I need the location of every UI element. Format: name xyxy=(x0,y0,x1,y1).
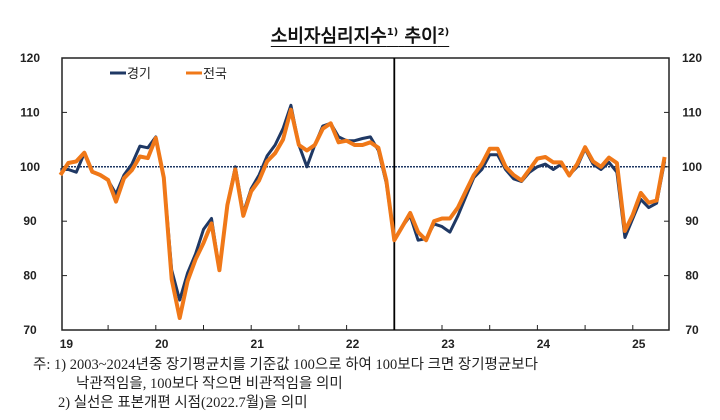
title-text: 소비자심리지수 xyxy=(270,26,387,47)
plot-frame xyxy=(61,57,670,331)
y-tick-label-right: 100 xyxy=(682,160,702,174)
y-tick-label-left: 70 xyxy=(23,323,37,337)
x-tick-label: 24 xyxy=(537,337,551,351)
x-tick-label: 22 xyxy=(346,337,360,351)
y-tick-label-right: 120 xyxy=(682,51,702,65)
y-tick-label-right: 90 xyxy=(685,214,699,228)
series-line-gyeonggi xyxy=(60,103,667,302)
x-tick-label: 19 xyxy=(60,337,74,351)
x-tick-label: 23 xyxy=(441,337,455,351)
footnotes: 주: 1) 2003~2024년중 장기평균치를 기준값 100으로 하여 10… xyxy=(33,356,538,413)
y-tick-label-left: 80 xyxy=(23,269,37,283)
legend-label-national: 전국 xyxy=(203,67,227,82)
x-tick-label: 25 xyxy=(632,337,646,351)
y-tick-label-left: 120 xyxy=(20,51,40,65)
y-tick-label-right: 80 xyxy=(685,269,699,283)
footnote-1: 주: 1) 2003~2024년중 장기평균치를 기준값 100으로 하여 10… xyxy=(33,357,538,373)
x-tick-label: 20 xyxy=(155,337,169,351)
chart-title: 소비자심리지수1) 추이2) xyxy=(0,22,720,48)
title-suffix: 추이 xyxy=(404,26,438,47)
y-tick-label-left: 100 xyxy=(20,160,40,174)
legend-label-gyeonggi: 경기 xyxy=(127,67,151,82)
footnote-1-cont: 낙관적임을, 100보다 작으면 비관적임을 의미 xyxy=(76,376,343,392)
legend: 경기 전국 xyxy=(110,67,227,82)
title-footnote-2: 2) xyxy=(437,27,450,38)
footnote-2: 2) 실선은 표본개편 시점(2022.7월)을 의미 xyxy=(58,395,308,411)
y-tick-label-right: 70 xyxy=(685,323,699,337)
x-tick-label: 21 xyxy=(251,337,265,351)
y-tick-label-left: 90 xyxy=(23,214,37,228)
title-footnote-1: 1) xyxy=(386,27,399,38)
y-tick-label-right: 110 xyxy=(682,105,702,119)
y-tick-label-left: 110 xyxy=(20,105,40,119)
